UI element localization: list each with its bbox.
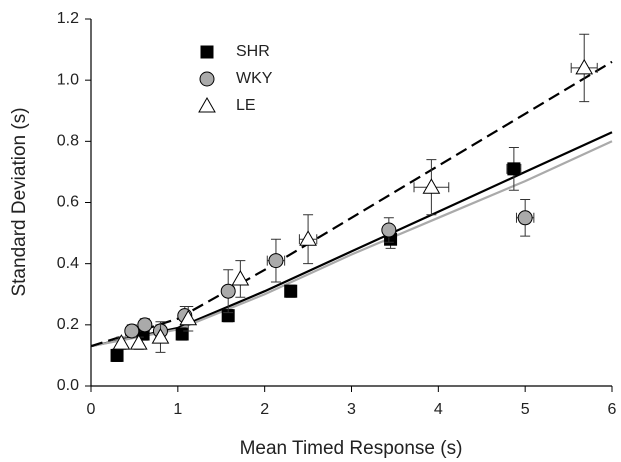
y-tick-label: 0.0	[57, 377, 79, 394]
point	[517, 210, 533, 226]
point	[268, 253, 284, 269]
point	[110, 348, 124, 362]
legend-marker	[198, 96, 216, 113]
legend-label: WKY	[236, 70, 273, 87]
point	[575, 58, 594, 75]
legend-marker	[199, 71, 215, 87]
x-tick-label: 6	[608, 401, 617, 418]
legend-label: SHR	[236, 43, 270, 60]
y-tick-label: 1.2	[57, 10, 79, 27]
x-tick-label: 5	[521, 401, 530, 418]
x-tick-label: 4	[434, 401, 443, 418]
point	[381, 222, 397, 238]
point	[129, 334, 148, 350]
point	[175, 327, 189, 341]
x-tick-label: 0	[87, 401, 96, 418]
fit-line	[90, 131, 613, 348]
x-tick-label: 2	[260, 401, 269, 418]
y-axis-title: Standard Deviation (s)	[9, 107, 30, 296]
point	[299, 230, 317, 246]
legend-marker	[200, 45, 214, 59]
x-tick-label: 3	[347, 401, 356, 418]
point	[124, 323, 140, 339]
fit-line	[90, 60, 613, 348]
x-tick-label: 1	[173, 401, 182, 418]
y-tick-label: 1.0	[57, 71, 79, 88]
point	[507, 162, 521, 176]
point	[151, 328, 170, 344]
point	[422, 178, 441, 194]
point	[137, 317, 153, 333]
fit-line	[90, 140, 613, 348]
x-axis-title: Mean Timed Response (s)	[240, 438, 463, 459]
y-tick-label: 0.8	[57, 133, 79, 150]
point	[231, 269, 250, 286]
y-tick-label: 0.4	[57, 255, 79, 272]
point	[179, 309, 198, 326]
point	[284, 284, 298, 298]
legend-label: LE	[236, 97, 256, 114]
point	[112, 334, 131, 350]
point	[220, 283, 236, 299]
y-tick-label: 0.6	[57, 194, 79, 211]
y-tick-label: 0.2	[57, 316, 79, 333]
